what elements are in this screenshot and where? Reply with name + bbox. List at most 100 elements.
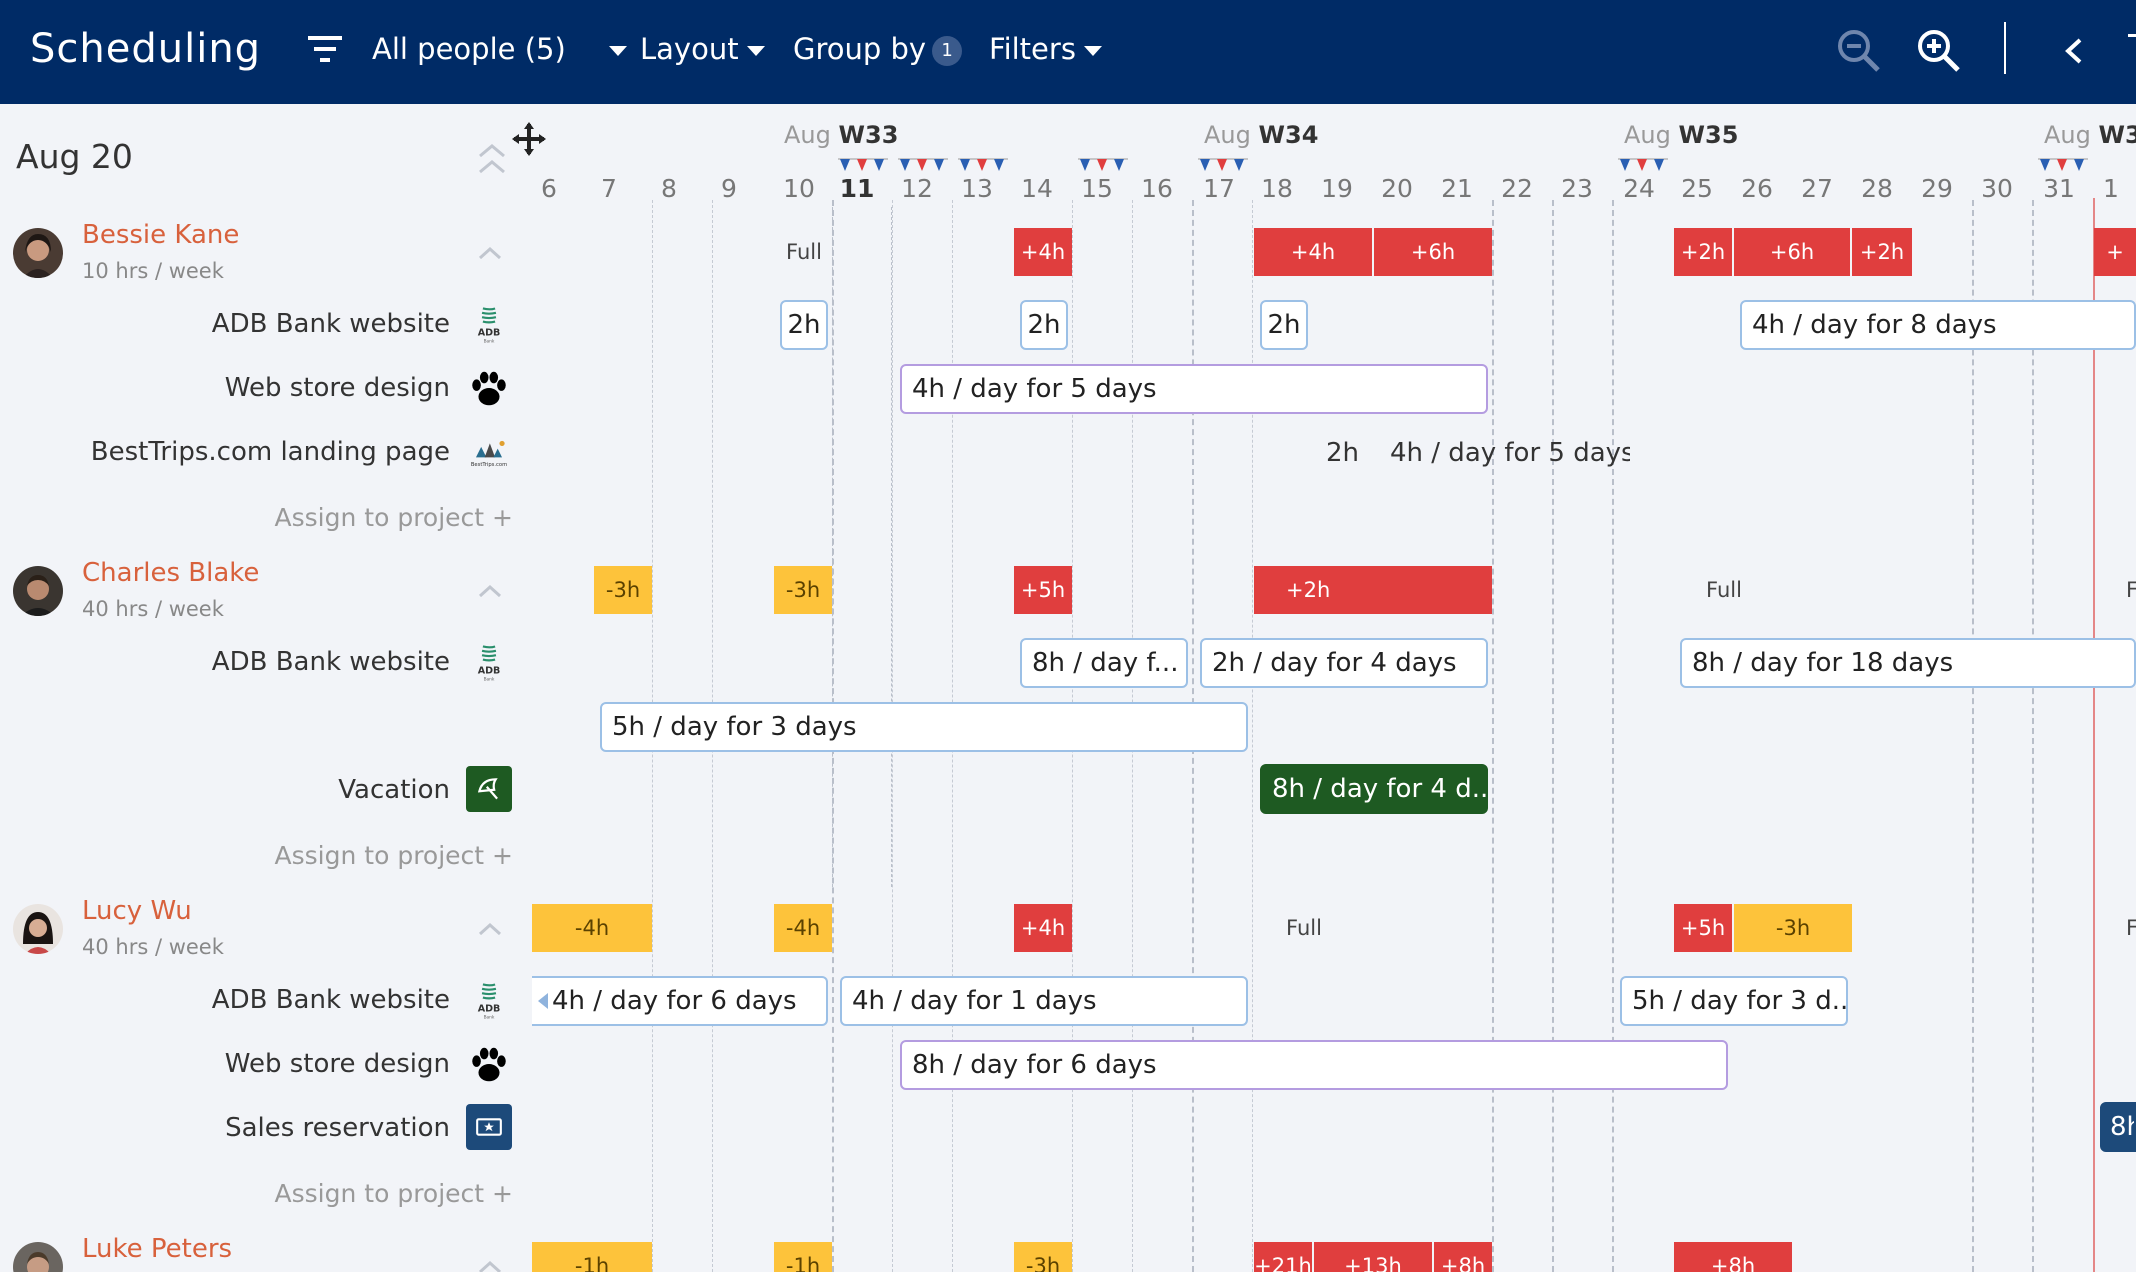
assignment-bar[interactable]: 4h / day for 5 days (1390, 438, 1630, 468)
day-header: 8 (661, 174, 677, 203)
avatar (13, 228, 63, 278)
svg-text:BestTrips.com: BestTrips.com (471, 462, 507, 468)
day-header-today: 11 (839, 174, 875, 203)
project-name[interactable]: ADB Bank website (211, 647, 450, 677)
utilization-cell: +4h (1014, 228, 1072, 276)
collapse-person-icon[interactable] (478, 1259, 502, 1272)
svg-text:Bank: Bank (484, 338, 495, 344)
utilization-cell: -3h (774, 566, 832, 614)
zoom-in-icon[interactable] (1914, 26, 1964, 76)
paw-print-icon (466, 1042, 512, 1088)
assignment-bar[interactable]: 4h / day for 5 days (900, 364, 1488, 414)
grid-line (1252, 200, 1253, 1272)
project-name[interactable]: Web store design (224, 1049, 450, 1079)
assignment-bar[interactable]: 8h / day f... (1020, 638, 1188, 688)
week-label-w35: Aug W35 (1624, 121, 1739, 149)
layout-label: Layout (640, 32, 739, 66)
filters-label: Filters (989, 32, 1076, 66)
project-name[interactable]: Web store design (224, 373, 450, 403)
project-name[interactable]: Sales reservation (225, 1113, 450, 1143)
today-marker-line (2093, 198, 2095, 1272)
day-header: 29 (1921, 174, 1953, 203)
day-header: 31 (2043, 174, 2075, 203)
assignment-bar[interactable]: 8h / day for 4 d... (1260, 764, 1488, 814)
assignment-bar[interactable]: 5h / day for 3 d... (1620, 976, 1848, 1026)
previous-period-icon[interactable] (2056, 26, 2092, 76)
holiday-bunting-icon (838, 158, 888, 171)
assignment-bar[interactable]: 2h (1260, 300, 1308, 350)
filters-dropdown[interactable]: Filters (989, 32, 1102, 66)
assignment-bar[interactable]: 2h (1326, 438, 1360, 468)
assignment-bar[interactable]: 8h (2100, 1102, 2136, 1152)
filter-icon[interactable] (304, 30, 348, 70)
day-header: 27 (1801, 174, 1833, 203)
day-header: 9 (721, 174, 737, 203)
person-name[interactable]: Bessie Kane (82, 220, 240, 250)
day-header: 18 (1261, 174, 1293, 203)
utilization-cell: -4h (532, 904, 652, 952)
assignment-bar[interactable]: 8h / day for 18 days (1680, 638, 2136, 688)
day-header: 14 (1021, 174, 1053, 203)
project-name[interactable]: ADB Bank website (211, 309, 450, 339)
adb-bank-logo-icon: ADB Bank (466, 978, 512, 1024)
utilization-cell: +8h (1674, 1242, 1792, 1272)
utilization-cell: +4h (1254, 228, 1372, 276)
utilization-cell: -3h (1734, 904, 1852, 952)
day-header: 23 (1561, 174, 1593, 203)
paw-print-icon (466, 366, 512, 412)
people-filter-dropdown[interactable]: All people (5) (372, 32, 627, 66)
day-header: 10 (783, 174, 815, 203)
assignment-bar[interactable]: 8h / day for 6 days (900, 1040, 1728, 1090)
utilization-cell: -1h (774, 1242, 832, 1272)
project-name[interactable]: ADB Bank website (211, 985, 450, 1015)
assign-to-project-link[interactable]: Assign to project + (274, 503, 513, 532)
project-name[interactable]: BestTrips.com landing page (90, 437, 450, 467)
grid-line-week (1552, 200, 1554, 1272)
day-header: 24 (1623, 174, 1655, 203)
grid-line-week (1972, 200, 1974, 1272)
day-header: 20 (1381, 174, 1413, 203)
collapse-all-icon[interactable] (474, 140, 510, 180)
day-header: 30 (1981, 174, 2013, 203)
utilization-cell: +4h (1014, 904, 1072, 952)
assignment-bar[interactable]: 5h / day for 3 days (600, 702, 1248, 752)
assignment-bar[interactable]: 2h (780, 300, 828, 350)
person-name[interactable]: Charles Blake (82, 558, 260, 588)
umbrella-icon (466, 766, 512, 812)
project-name[interactable]: Vacation (338, 775, 450, 805)
toolbar-divider (2004, 22, 2006, 74)
next-period-icon[interactable] (2128, 34, 2136, 37)
utilization-cell: +13h (1314, 1242, 1432, 1272)
holiday-bunting-icon (1198, 158, 1248, 171)
svg-text:Bank: Bank (484, 676, 495, 682)
utilization-cell: +2h (1674, 228, 1732, 276)
page-title: Scheduling (30, 26, 262, 72)
person-name[interactable]: Lucy Wu (82, 896, 192, 926)
svg-text:Bank: Bank (484, 1014, 495, 1020)
utilization-cell: +6h (1374, 228, 1492, 276)
current-date-label: Aug 20 (16, 137, 133, 176)
assign-to-project-link[interactable]: Assign to project + (274, 841, 513, 870)
assignment-bar[interactable]: 2h / day for 4 days (1200, 638, 1488, 688)
utilization-cell: +2h (1254, 566, 1492, 614)
assignment-bar[interactable]: 4h / day for 1 days (840, 976, 1248, 1026)
grid-line-week (2032, 200, 2034, 1272)
layout-dropdown[interactable]: Layout (640, 32, 765, 66)
person-name[interactable]: Luke Peters (82, 1234, 233, 1264)
assign-to-project-link[interactable]: Assign to project + (274, 1179, 513, 1208)
group-by-dropdown[interactable]: Group by 1 (793, 32, 963, 66)
holiday-bunting-icon (898, 158, 948, 171)
utilization-cell: F (2126, 578, 2136, 602)
assignment-bar[interactable]: 2h (1020, 300, 1068, 350)
collapse-person-icon[interactable] (478, 583, 502, 599)
adb-bank-logo-icon: ADB Bank (466, 302, 512, 348)
assignment-bar[interactable]: 4h / day for 6 days (532, 976, 828, 1026)
chevron-down-icon (746, 46, 765, 56)
svg-text:ADB: ADB (478, 1003, 501, 1014)
day-header: 12 (901, 174, 933, 203)
assignment-bar[interactable]: 4h / day for 8 days (1740, 300, 2136, 350)
collapse-person-icon[interactable] (478, 245, 502, 261)
day-header: 16 (1141, 174, 1173, 203)
collapse-person-icon[interactable] (478, 921, 502, 937)
zoom-out-icon[interactable] (1834, 26, 1884, 76)
